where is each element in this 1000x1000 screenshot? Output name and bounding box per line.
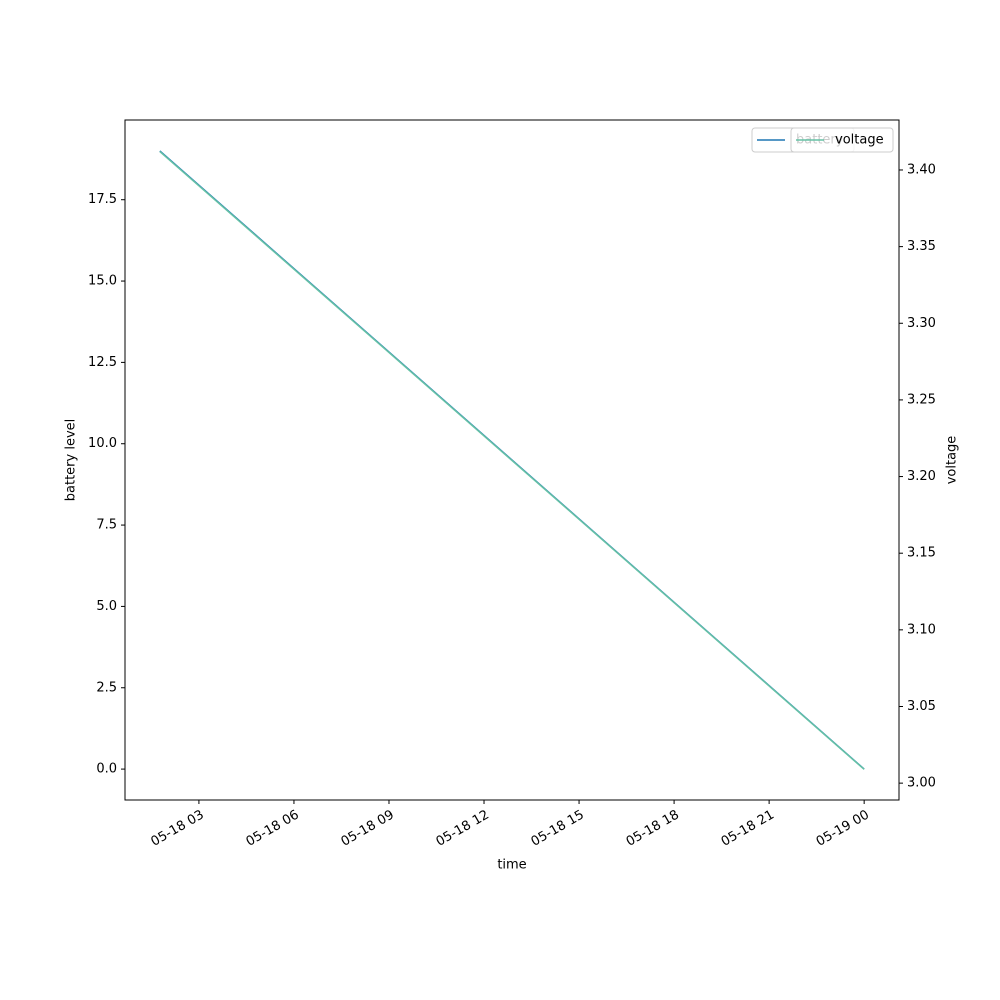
y-axis-label: battery level bbox=[64, 419, 79, 502]
x-tick-label: 05-18 06 bbox=[244, 808, 302, 850]
x-tick-label: 05-18 21 bbox=[719, 808, 777, 850]
y-tick-label: 17.5 bbox=[88, 192, 117, 207]
plot-frame bbox=[124, 119, 900, 801]
y-tick-label: 2.5 bbox=[96, 680, 117, 695]
y2-tick-label: 3.05 bbox=[907, 699, 936, 714]
x-tick-label: 05-18 12 bbox=[434, 808, 492, 850]
legend-box bbox=[790, 127, 894, 153]
x-tick-label: 05-18 09 bbox=[339, 808, 397, 850]
x-axis-label: time bbox=[497, 858, 526, 873]
x-tick-label: 05-19 00 bbox=[814, 808, 872, 850]
y2-tick-label: 3.15 bbox=[907, 546, 936, 561]
y2-tick-label: 3.35 bbox=[907, 239, 936, 254]
x-tick-label: 05-18 15 bbox=[529, 808, 587, 850]
y2-tick-label: 3.20 bbox=[907, 469, 936, 484]
x-tick-label: 05-18 03 bbox=[149, 808, 207, 850]
y-tick-label: 15.0 bbox=[88, 274, 117, 289]
y2-tick-label: 3.30 bbox=[907, 316, 936, 331]
y2-tick-label: 3.25 bbox=[907, 392, 936, 407]
legend-label: voltage bbox=[835, 133, 884, 148]
y2-tick-label: 3.00 bbox=[907, 776, 936, 791]
y2-tick-label: 3.10 bbox=[907, 622, 936, 637]
y-tick-label: 5.0 bbox=[96, 599, 117, 614]
legend: voltage bbox=[790, 127, 894, 153]
y-tick-label: 10.0 bbox=[88, 436, 117, 451]
y-tick-label: 12.5 bbox=[88, 355, 117, 370]
series-line bbox=[159, 151, 865, 770]
x-tick-label: 05-18 18 bbox=[624, 808, 682, 850]
y-tick-label: 7.5 bbox=[96, 518, 117, 533]
y-tick-label: 0.0 bbox=[96, 762, 117, 777]
y2-tick-label: 3.40 bbox=[907, 162, 936, 177]
y2-axis-label: voltage bbox=[945, 436, 960, 485]
